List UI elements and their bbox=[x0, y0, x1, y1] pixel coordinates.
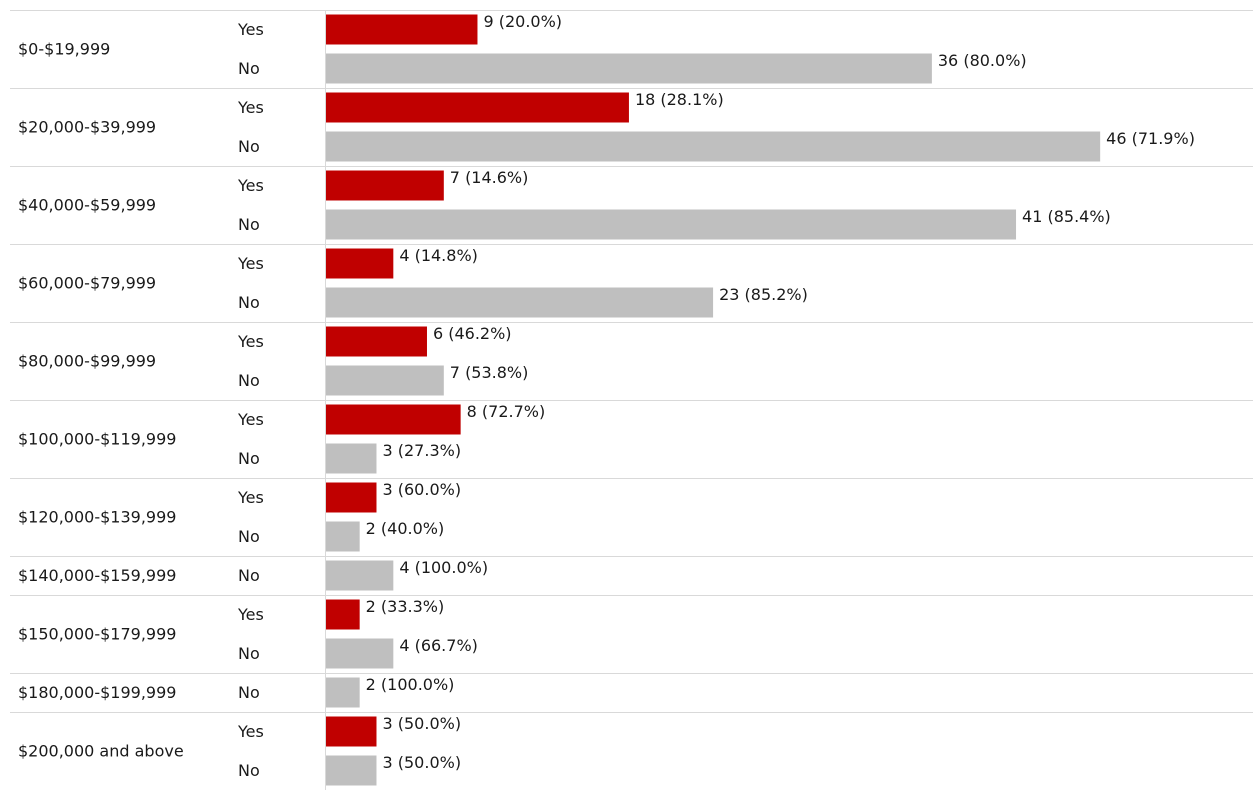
category-label: $150,000-$179,999 bbox=[18, 625, 176, 644]
bar-value-label: 4 (66.7%) bbox=[399, 636, 478, 655]
bar-value-label: 2 (33.3%) bbox=[366, 597, 445, 616]
bar-no bbox=[326, 287, 714, 318]
category-label: $80,000-$99,999 bbox=[18, 352, 156, 371]
response-label-no: No bbox=[238, 566, 260, 585]
response-label-no: No bbox=[238, 449, 260, 468]
response-label-yes: Yes bbox=[237, 410, 264, 429]
bar-value-label: 3 (60.0%) bbox=[382, 480, 461, 499]
category-group: $150,000-$179,999 Yes 2 (33.3%) No 4 (66.7%) bbox=[18, 596, 478, 673]
bar-no bbox=[326, 365, 444, 396]
bar-yes bbox=[326, 716, 377, 747]
response-label-no: No bbox=[238, 527, 260, 546]
bar-value-label: 7 (14.6%) bbox=[450, 168, 529, 187]
bar-value-label: 6 (46.2%) bbox=[433, 324, 512, 343]
bar-no bbox=[326, 53, 932, 84]
bar-value-label: 8 (72.7%) bbox=[467, 402, 546, 421]
bar-value-label: 9 (20.0%) bbox=[483, 12, 562, 31]
response-label-no: No bbox=[238, 761, 260, 780]
bar-no bbox=[326, 443, 377, 474]
bar-value-label: 46 (71.9%) bbox=[1106, 129, 1195, 148]
category-label: $100,000-$119,999 bbox=[18, 430, 176, 449]
response-label-yes: Yes bbox=[237, 722, 264, 741]
bar-value-label: 3 (50.0%) bbox=[382, 753, 461, 772]
category-group: $100,000-$119,999 Yes 8 (72.7%) No 3 (27.3%) bbox=[18, 401, 545, 478]
category-label: $140,000-$159,999 bbox=[18, 566, 176, 585]
bar-no bbox=[326, 209, 1017, 240]
bar-value-label: 4 (14.8%) bbox=[399, 246, 478, 265]
category-label: $20,000-$39,999 bbox=[18, 118, 156, 137]
response-label-yes: Yes bbox=[237, 488, 264, 507]
response-label-yes: Yes bbox=[237, 332, 264, 351]
category-label: $0-$19,999 bbox=[18, 40, 110, 59]
category-label: $180,000-$199,999 bbox=[18, 683, 176, 702]
bar-no bbox=[326, 560, 394, 591]
bar-value-label: 23 (85.2%) bbox=[719, 285, 808, 304]
category-group: $0-$19,999 Yes 9 (20.0%) No 36 (80.0%) bbox=[18, 11, 1027, 88]
bar-value-label: 7 (53.8%) bbox=[450, 363, 529, 382]
category-group: $40,000-$59,999 Yes 7 (14.6%) No 41 (85.4%) bbox=[18, 167, 1111, 244]
bar-value-label: 4 (100.0%) bbox=[399, 558, 488, 577]
bar-yes bbox=[326, 14, 478, 45]
response-label-no: No bbox=[238, 215, 260, 234]
bar-yes bbox=[326, 482, 377, 513]
bar-value-label: 2 (100.0%) bbox=[366, 675, 455, 694]
category-label: $60,000-$79,999 bbox=[18, 274, 156, 293]
bar-yes bbox=[326, 170, 444, 201]
response-label-no: No bbox=[238, 644, 260, 663]
bar-yes bbox=[326, 248, 394, 279]
bar-groups: $0-$19,999 Yes 9 (20.0%) No 36 (80.0%) $20,00… bbox=[10, 10, 1253, 790]
category-group: $120,000-$139,999 Yes 3 (60.0%) No 2 (40.0%) bbox=[18, 479, 461, 556]
bar-value-label: 41 (85.4%) bbox=[1022, 207, 1111, 226]
bar-value-label: 36 (80.0%) bbox=[938, 51, 1027, 70]
response-label-yes: Yes bbox=[237, 20, 264, 39]
bar-no bbox=[326, 677, 360, 708]
response-label-no: No bbox=[238, 371, 260, 390]
response-label-yes: Yes bbox=[237, 176, 264, 195]
category-group: $180,000-$199,999 No 2 (100.0%) bbox=[18, 674, 454, 712]
bar-yes bbox=[326, 92, 629, 123]
bar-no bbox=[326, 638, 394, 669]
category-label: $40,000-$59,999 bbox=[18, 196, 156, 215]
category-group: $200,000 and above Yes 3 (50.0%) No 3 (50.0%… bbox=[18, 713, 461, 790]
bar-value-label: 2 (40.0%) bbox=[366, 519, 445, 538]
response-label-yes: Yes bbox=[237, 98, 264, 117]
bar-yes bbox=[326, 599, 360, 630]
response-label-no: No bbox=[238, 137, 260, 156]
bar-value-label: 3 (50.0%) bbox=[382, 714, 461, 733]
bar-yes bbox=[326, 326, 427, 357]
bar-value-label: 18 (28.1%) bbox=[635, 90, 724, 109]
category-group: $80,000-$99,999 Yes 6 (46.2%) No 7 (53.8%) bbox=[18, 323, 528, 400]
category-group: $20,000-$39,999 Yes 18 (28.1%) No 46 (71.9%) bbox=[18, 89, 1195, 166]
category-group: $140,000-$159,999 No 4 (100.0%) bbox=[18, 557, 488, 595]
response-label-yes: Yes bbox=[237, 254, 264, 273]
bar-value-label: 3 (27.3%) bbox=[382, 441, 461, 460]
bar-no bbox=[326, 755, 377, 786]
category-label: $120,000-$139,999 bbox=[18, 508, 176, 527]
category-group: $60,000-$79,999 Yes 4 (14.8%) No 23 (85.2%) bbox=[18, 245, 808, 322]
response-label-no: No bbox=[238, 59, 260, 78]
bar-no bbox=[326, 521, 360, 552]
bar-no bbox=[326, 131, 1101, 162]
response-label-no: No bbox=[238, 293, 260, 312]
category-label: $200,000 and above bbox=[18, 742, 184, 761]
response-label-yes: Yes bbox=[237, 605, 264, 624]
bar-yes bbox=[326, 404, 461, 435]
response-label-no: No bbox=[238, 683, 260, 702]
